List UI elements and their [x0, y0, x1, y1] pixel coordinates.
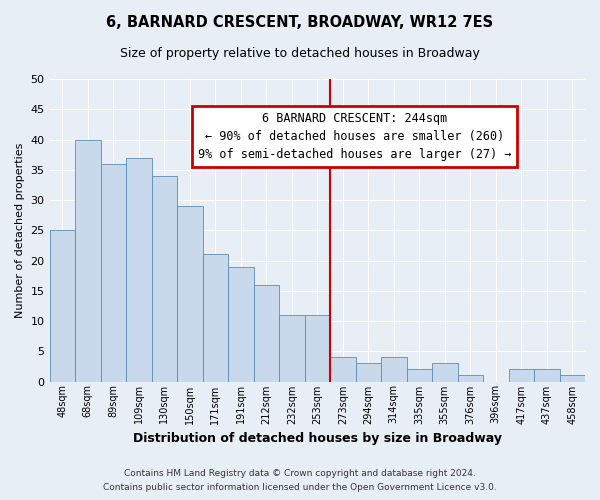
Bar [177, 206, 203, 382]
Bar [458, 376, 483, 382]
Bar [228, 266, 254, 382]
Bar [330, 358, 356, 382]
X-axis label: Distribution of detached houses by size in Broadway: Distribution of detached houses by size … [133, 432, 502, 445]
Bar [50, 230, 75, 382]
Text: Contains public sector information licensed under the Open Government Licence v3: Contains public sector information licen… [103, 484, 497, 492]
Bar [356, 364, 381, 382]
Bar [126, 158, 152, 382]
Bar [381, 358, 407, 382]
Y-axis label: Number of detached properties: Number of detached properties [15, 142, 25, 318]
Bar [407, 370, 432, 382]
Bar [560, 376, 585, 382]
Bar [279, 315, 305, 382]
Text: 6, BARNARD CRESCENT, BROADWAY, WR12 7ES: 6, BARNARD CRESCENT, BROADWAY, WR12 7ES [106, 15, 494, 30]
Bar [509, 370, 534, 382]
Bar [432, 364, 458, 382]
Text: Contains HM Land Registry data © Crown copyright and database right 2024.: Contains HM Land Registry data © Crown c… [124, 468, 476, 477]
Text: Size of property relative to detached houses in Broadway: Size of property relative to detached ho… [120, 48, 480, 60]
Bar [101, 164, 126, 382]
Bar [152, 176, 177, 382]
Bar [75, 140, 101, 382]
Text: 6 BARNARD CRESCENT: 244sqm
← 90% of detached houses are smaller (260)
9% of semi: 6 BARNARD CRESCENT: 244sqm ← 90% of deta… [198, 112, 512, 162]
Bar [305, 315, 330, 382]
Bar [534, 370, 560, 382]
Bar [254, 284, 279, 382]
Bar [203, 254, 228, 382]
